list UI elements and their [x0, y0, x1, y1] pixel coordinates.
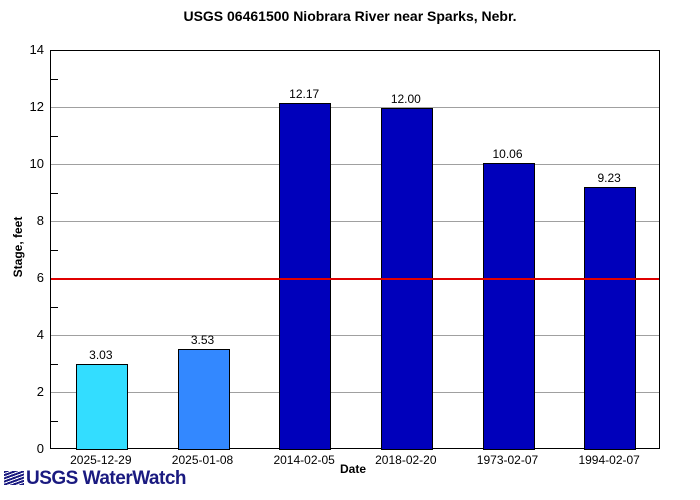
plot-area: [50, 50, 660, 450]
usgs-waterwatch-logo: USGS WaterWatch: [4, 468, 187, 490]
bar-value-label: 10.06: [492, 147, 523, 162]
x-tick-label: 1994-02-07: [578, 453, 640, 467]
logo-text: USGS WaterWatch: [26, 468, 187, 489]
x-tick-label: 2025-01-08: [171, 453, 234, 467]
y-minor-tick: [50, 249, 58, 251]
x-axis-label: Date: [340, 462, 367, 476]
gridline: [51, 107, 659, 108]
bar-value-label: 12.17: [289, 87, 320, 102]
y-tick-label: 14: [29, 42, 44, 57]
y-tick-label: 8: [36, 213, 44, 228]
y-tick-label: 12: [29, 99, 44, 114]
bar-value-label: 9.23: [597, 170, 621, 185]
gridline: [51, 392, 659, 393]
x-tick-label: 1973-02-07: [476, 453, 539, 467]
y-tick-label: 2: [36, 384, 44, 399]
bar-value-label: 3.53: [190, 333, 215, 348]
bar: [482, 163, 535, 450]
usgs-wave-icon: [4, 471, 24, 485]
y-tick-label: 6: [36, 270, 44, 285]
gridline: [51, 335, 659, 336]
y-tick-label: 0: [36, 441, 44, 456]
x-tick-label: 2025-12-29: [70, 453, 132, 467]
y-minor-tick: [50, 135, 58, 137]
reference-line: [51, 278, 659, 280]
y-minor-tick: [50, 363, 58, 365]
bar: [279, 103, 332, 450]
y-minor-tick: [50, 78, 58, 80]
y-minor-tick: [50, 192, 58, 194]
bar: [75, 363, 128, 450]
y-tick-label: 10: [29, 156, 44, 171]
bar: [177, 349, 230, 450]
bar-value-label: 3.03: [89, 347, 113, 362]
bar-value-label: 12.00: [390, 92, 421, 106]
x-tick-label: 2018-02-20: [375, 453, 437, 467]
chart-title: USGS 06461500 Niobrara River near Sparks…: [183, 8, 517, 24]
x-tick-label: 2014-02-05: [273, 453, 335, 467]
gridline: [51, 164, 659, 165]
bar: [584, 186, 637, 450]
y-minor-tick: [50, 420, 58, 422]
y-tick-label: 4: [36, 327, 44, 342]
y-minor-tick: [50, 306, 58, 308]
gridline: [51, 221, 659, 222]
